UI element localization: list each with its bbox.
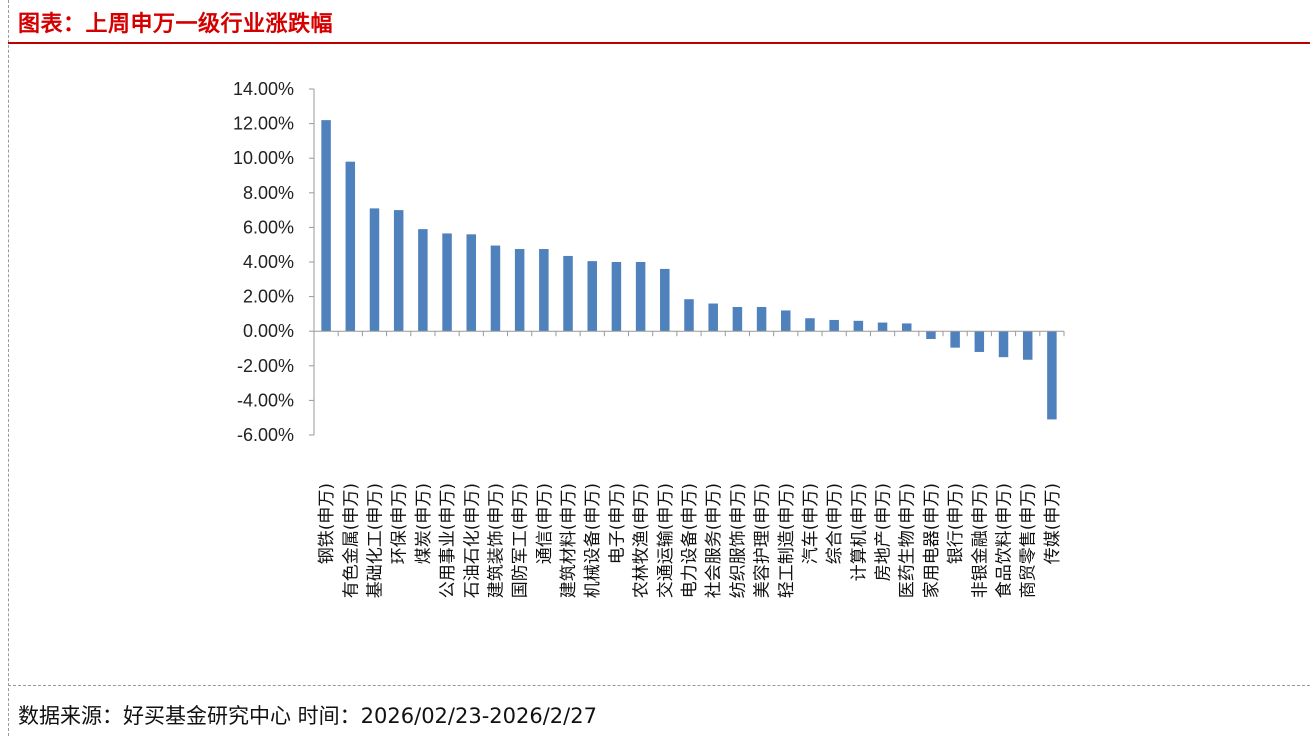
x-category-label: 有色金属(申万) <box>341 483 361 598</box>
bar <box>877 322 888 332</box>
bar <box>393 210 404 332</box>
x-category-label: 纺织服饰(申万) <box>728 483 748 598</box>
x-category-label: 非银金融(申万) <box>970 483 990 598</box>
x-category-label: 环保(申万) <box>390 483 410 564</box>
y-tick-label: 12.00% <box>233 114 294 134</box>
source-note: 数据来源：好买基金研究中心 时间：2026/02/23-2026/2/27 <box>18 704 597 728</box>
bar <box>587 261 597 332</box>
bar <box>611 262 622 332</box>
footer-divider <box>8 685 1310 686</box>
y-tick-label: 2.00% <box>243 287 294 307</box>
x-category-label: 传媒(申万) <box>1043 483 1063 564</box>
bar <box>442 233 452 332</box>
y-tick-label: -6.00% <box>237 425 294 445</box>
x-category-label: 通信(申万) <box>535 483 555 564</box>
y-tick-label: 10.00% <box>233 148 294 168</box>
bar <box>514 249 525 332</box>
bar <box>926 331 936 339</box>
bar <box>345 161 356 332</box>
bar-series <box>321 120 1057 420</box>
bar <box>369 208 380 332</box>
x-category-label: 社会服务(申万) <box>704 483 724 598</box>
x-category-label: 家用电器(申万) <box>922 483 942 598</box>
x-category-label: 建筑装饰(申万) <box>486 483 506 598</box>
bar <box>321 120 331 332</box>
header: 图表：上周申万一级行业涨跌幅 <box>0 0 1310 44</box>
y-tick-label: 0.00% <box>243 321 294 341</box>
bar <box>1022 331 1033 360</box>
x-category-label: 食品饮料(申万) <box>995 483 1015 598</box>
x-category-label: 石油石化(申万) <box>462 483 482 598</box>
x-category-label: 电力设备(申万) <box>680 483 700 598</box>
y-tick-label: -4.00% <box>237 390 294 410</box>
bar <box>466 234 477 332</box>
bar <box>781 310 791 332</box>
page-title: 图表：上周申万一级行业涨跌幅 <box>18 12 334 37</box>
x-category-label: 汽车(申万) <box>801 483 821 564</box>
x-category-label: 国防军工(申万) <box>511 483 531 598</box>
bar <box>708 303 718 332</box>
x-category-label: 医药生物(申万) <box>898 483 918 598</box>
bar <box>539 249 549 332</box>
x-category-label: 房地产(申万) <box>874 483 894 581</box>
x-category-label: 煤炭(申万) <box>414 483 434 564</box>
bar <box>563 255 573 332</box>
bar <box>853 320 864 332</box>
bar <box>829 319 839 332</box>
y-tick-label: -2.00% <box>237 356 294 376</box>
x-category-label: 电子(申万) <box>607 483 627 564</box>
page-frame <box>8 0 1310 736</box>
x-category-label: 商贸零售(申万) <box>1019 483 1039 598</box>
x-category-label: 农林牧渔(申万) <box>632 483 652 598</box>
x-category-label: 公用事业(申万) <box>438 483 458 598</box>
bar <box>490 245 501 332</box>
bar <box>418 229 428 332</box>
y-tick-label: 14.00% <box>233 79 294 99</box>
x-category-label: 钢铁(申万) <box>317 483 337 564</box>
bar <box>901 323 912 332</box>
chart-area: 14.00% 12.00% 10.00% 8.00% 6.00% 4.00% 2.00% 0.… <box>0 44 1310 680</box>
x-category-label: 美容护理(申万) <box>753 483 773 598</box>
bar-chart: 14.00% 12.00% 10.00% 8.00% 6.00% 4.00% 2.00% 0.… <box>233 79 1065 598</box>
bar <box>756 306 767 332</box>
y-tick-label: 4.00% <box>243 252 294 272</box>
title-divider <box>8 42 1310 44</box>
bar <box>998 331 1009 358</box>
bar <box>974 331 985 352</box>
y-tick-label: 6.00% <box>243 217 294 237</box>
x-category-label: 银行(申万) <box>946 483 966 564</box>
x-axis-labels: 钢铁(申万) 有色金属(申万) 基础化工(申万) 环保(申万) 煤炭(申万) 公用事业(申… <box>317 483 1063 598</box>
x-category-label: 综合(申万) <box>825 483 845 564</box>
x-category-label: 轻工制造(申万) <box>777 483 797 598</box>
bar <box>950 331 960 348</box>
y-axis-ticks: 14.00% 12.00% 10.00% 8.00% 6.00% 4.00% 2.00% 0.… <box>233 79 294 445</box>
y-tick-label: 8.00% <box>243 183 294 203</box>
bar <box>684 299 694 332</box>
x-category-label: 交通运输(申万) <box>656 483 676 598</box>
bar <box>732 306 743 332</box>
bar <box>1047 331 1057 420</box>
x-category-label: 基础化工(申万) <box>365 483 385 598</box>
bar <box>635 262 646 332</box>
bar <box>805 318 815 332</box>
x-category-label: 建筑材料(申万) <box>559 483 579 598</box>
x-category-label: 计算机(申万) <box>849 483 869 581</box>
x-category-label: 机械设备(申万) <box>583 483 603 598</box>
bar <box>660 268 670 332</box>
axes <box>309 88 1065 436</box>
